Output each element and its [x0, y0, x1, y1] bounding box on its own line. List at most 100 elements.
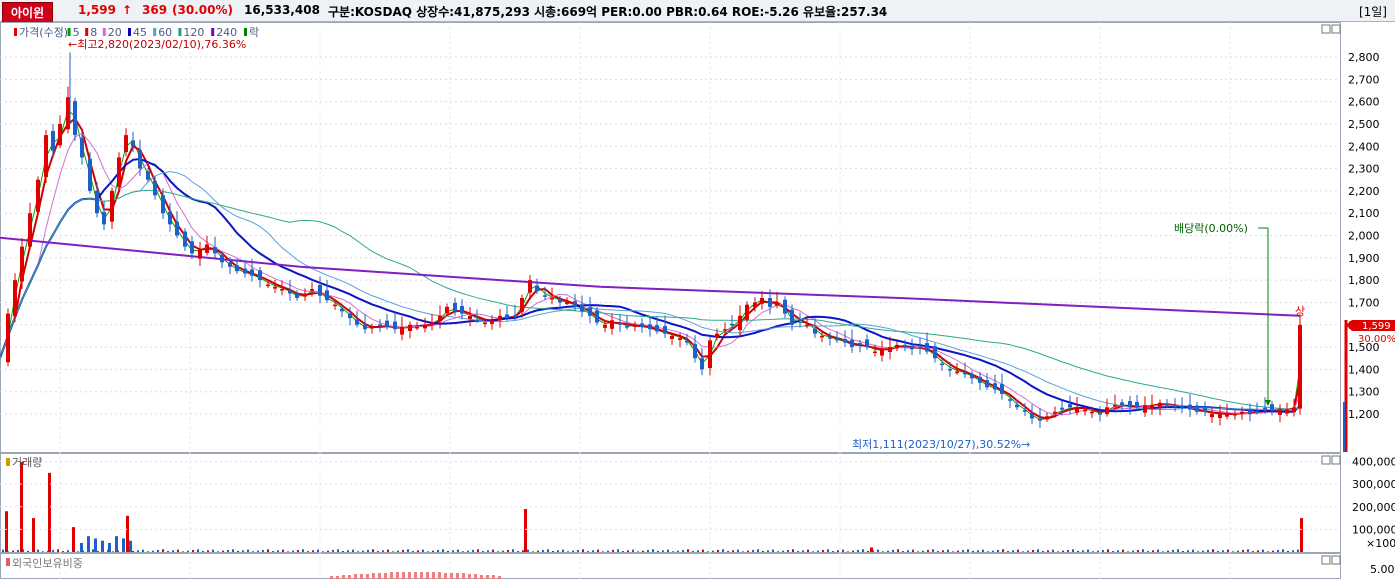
volume-bar: [377, 550, 379, 552]
candle-body: [1203, 406, 1207, 412]
price-y-tick: 1,700: [1348, 296, 1380, 309]
volume-unit: ×100: [1366, 537, 1395, 550]
foreign-bar: [468, 574, 471, 579]
legend-item[interactable]: 20: [108, 26, 122, 39]
volume-bar: [1242, 549, 1244, 552]
volume-bar: [1197, 551, 1199, 552]
minimize-icon[interactable]: [1321, 555, 1331, 565]
volume-bar: [112, 551, 114, 552]
volume-bar: [1127, 551, 1129, 552]
price-y-tick: 2,800: [1348, 51, 1380, 64]
minimize-icon[interactable]: [1321, 455, 1331, 465]
price-panel-buttons[interactable]: [1321, 24, 1341, 34]
price-y-tick: 2,300: [1348, 163, 1380, 176]
stock-name-badge[interactable]: 아이윈: [2, 2, 54, 23]
volume-bar: [1082, 550, 1084, 552]
volume-bar: [462, 551, 464, 552]
candle-body: [1120, 402, 1124, 406]
candle-body: [95, 190, 99, 214]
minimize-icon[interactable]: [1321, 24, 1331, 34]
price-change-pct: (30.00%): [172, 3, 233, 17]
volume-bar: [870, 547, 873, 552]
candle-body: [1008, 399, 1012, 401]
legend-item[interactable]: 8: [90, 26, 97, 39]
candle-body: [1195, 405, 1199, 412]
volume-panel-frame: [0, 453, 1341, 553]
volume-bar: [97, 550, 99, 552]
candle-body: [340, 308, 344, 312]
foreign-bar: [474, 574, 477, 579]
candle-body: [258, 270, 262, 281]
volume-bar: [1277, 549, 1279, 552]
price-y-tick: 2,600: [1348, 96, 1380, 109]
price-y-tick: 2,400: [1348, 140, 1380, 153]
foreign-bar: [438, 572, 441, 579]
legend-item[interactable]: 락: [249, 26, 259, 39]
period-selector[interactable]: [1일]: [1358, 5, 1387, 19]
legend-item[interactable]: 45: [133, 26, 147, 39]
volume-bar: [162, 549, 164, 552]
close-icon[interactable]: [1331, 455, 1341, 465]
volume-bar: [1202, 550, 1204, 552]
indicator-legend[interactable]: 가격(수정) 5 8 20 45 60 120 240 락: [14, 26, 259, 39]
candle-body: [985, 380, 989, 388]
candle-body: [453, 302, 457, 312]
current-pct-tag-label: 30.00%: [1358, 334, 1395, 345]
candle-body: [102, 211, 106, 225]
volume-bar: [207, 550, 209, 552]
candle-body: [355, 319, 359, 325]
price-y-tick: 2,100: [1348, 207, 1380, 220]
candle-body: [1015, 404, 1019, 408]
change-up-icon: ↑: [122, 3, 133, 17]
price-change: 369: [142, 3, 168, 17]
volume-bar: [812, 551, 814, 552]
legend-item[interactable]: 240: [216, 26, 237, 39]
candle-body: [790, 309, 794, 325]
volume-bar: [1297, 549, 1299, 552]
candle-body: [183, 231, 187, 247]
volume-bar: [1072, 549, 1074, 552]
volume-bar: [547, 549, 549, 552]
volume-bar: [422, 549, 424, 552]
volume-bar: [927, 549, 929, 552]
candle-body: [1233, 414, 1237, 416]
legend-item[interactable]: 120: [183, 26, 204, 39]
candle-body: [948, 368, 952, 371]
candle-body: [535, 285, 539, 292]
volume-bar: [752, 549, 754, 552]
volume-bar: [307, 550, 309, 552]
volume-y-tick: 300,000: [1352, 478, 1395, 491]
volume-bar: [827, 549, 829, 552]
candle-body: [13, 280, 17, 317]
legend-item[interactable]: 가격(수정): [19, 26, 68, 39]
close-icon[interactable]: [1331, 24, 1341, 34]
candle-body: [325, 290, 329, 301]
volume-bar: [922, 550, 924, 552]
volume-bar: [817, 550, 819, 552]
volume-bar: [327, 550, 329, 552]
candle-body: [1045, 416, 1049, 420]
foreign-panel-buttons[interactable]: [1321, 555, 1341, 565]
volume-bar: [452, 550, 454, 552]
close-icon[interactable]: [1331, 555, 1341, 565]
candle-body: [1083, 409, 1087, 412]
volume-bar: [692, 550, 694, 552]
candle-body: [490, 320, 494, 324]
current-price-tag-label: 1,599: [1362, 321, 1391, 332]
volume-panel-buttons[interactable]: [1321, 455, 1341, 465]
volume-bar: [332, 549, 334, 552]
ma60-line: [0, 171, 1301, 411]
volume-bar: [217, 551, 219, 552]
volume-bar: [1022, 551, 1024, 552]
volume-value: 16,533,408: [244, 3, 320, 17]
volume-bar: [1272, 550, 1274, 552]
volume-bar: [802, 550, 804, 552]
legend-item[interactable]: 60: [158, 26, 172, 39]
candle-body: [723, 329, 727, 331]
candle-body: [363, 324, 367, 330]
volume-bar: [1027, 550, 1029, 552]
volume-bar: [1077, 550, 1079, 552]
volume-bar: [1162, 551, 1164, 552]
legend-item[interactable]: 5: [73, 26, 80, 39]
candle-body: [978, 376, 982, 383]
